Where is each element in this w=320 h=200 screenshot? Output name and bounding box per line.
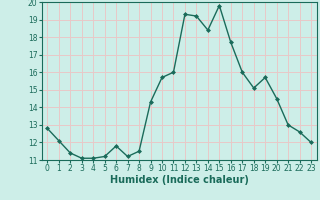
- X-axis label: Humidex (Indice chaleur): Humidex (Indice chaleur): [110, 175, 249, 185]
